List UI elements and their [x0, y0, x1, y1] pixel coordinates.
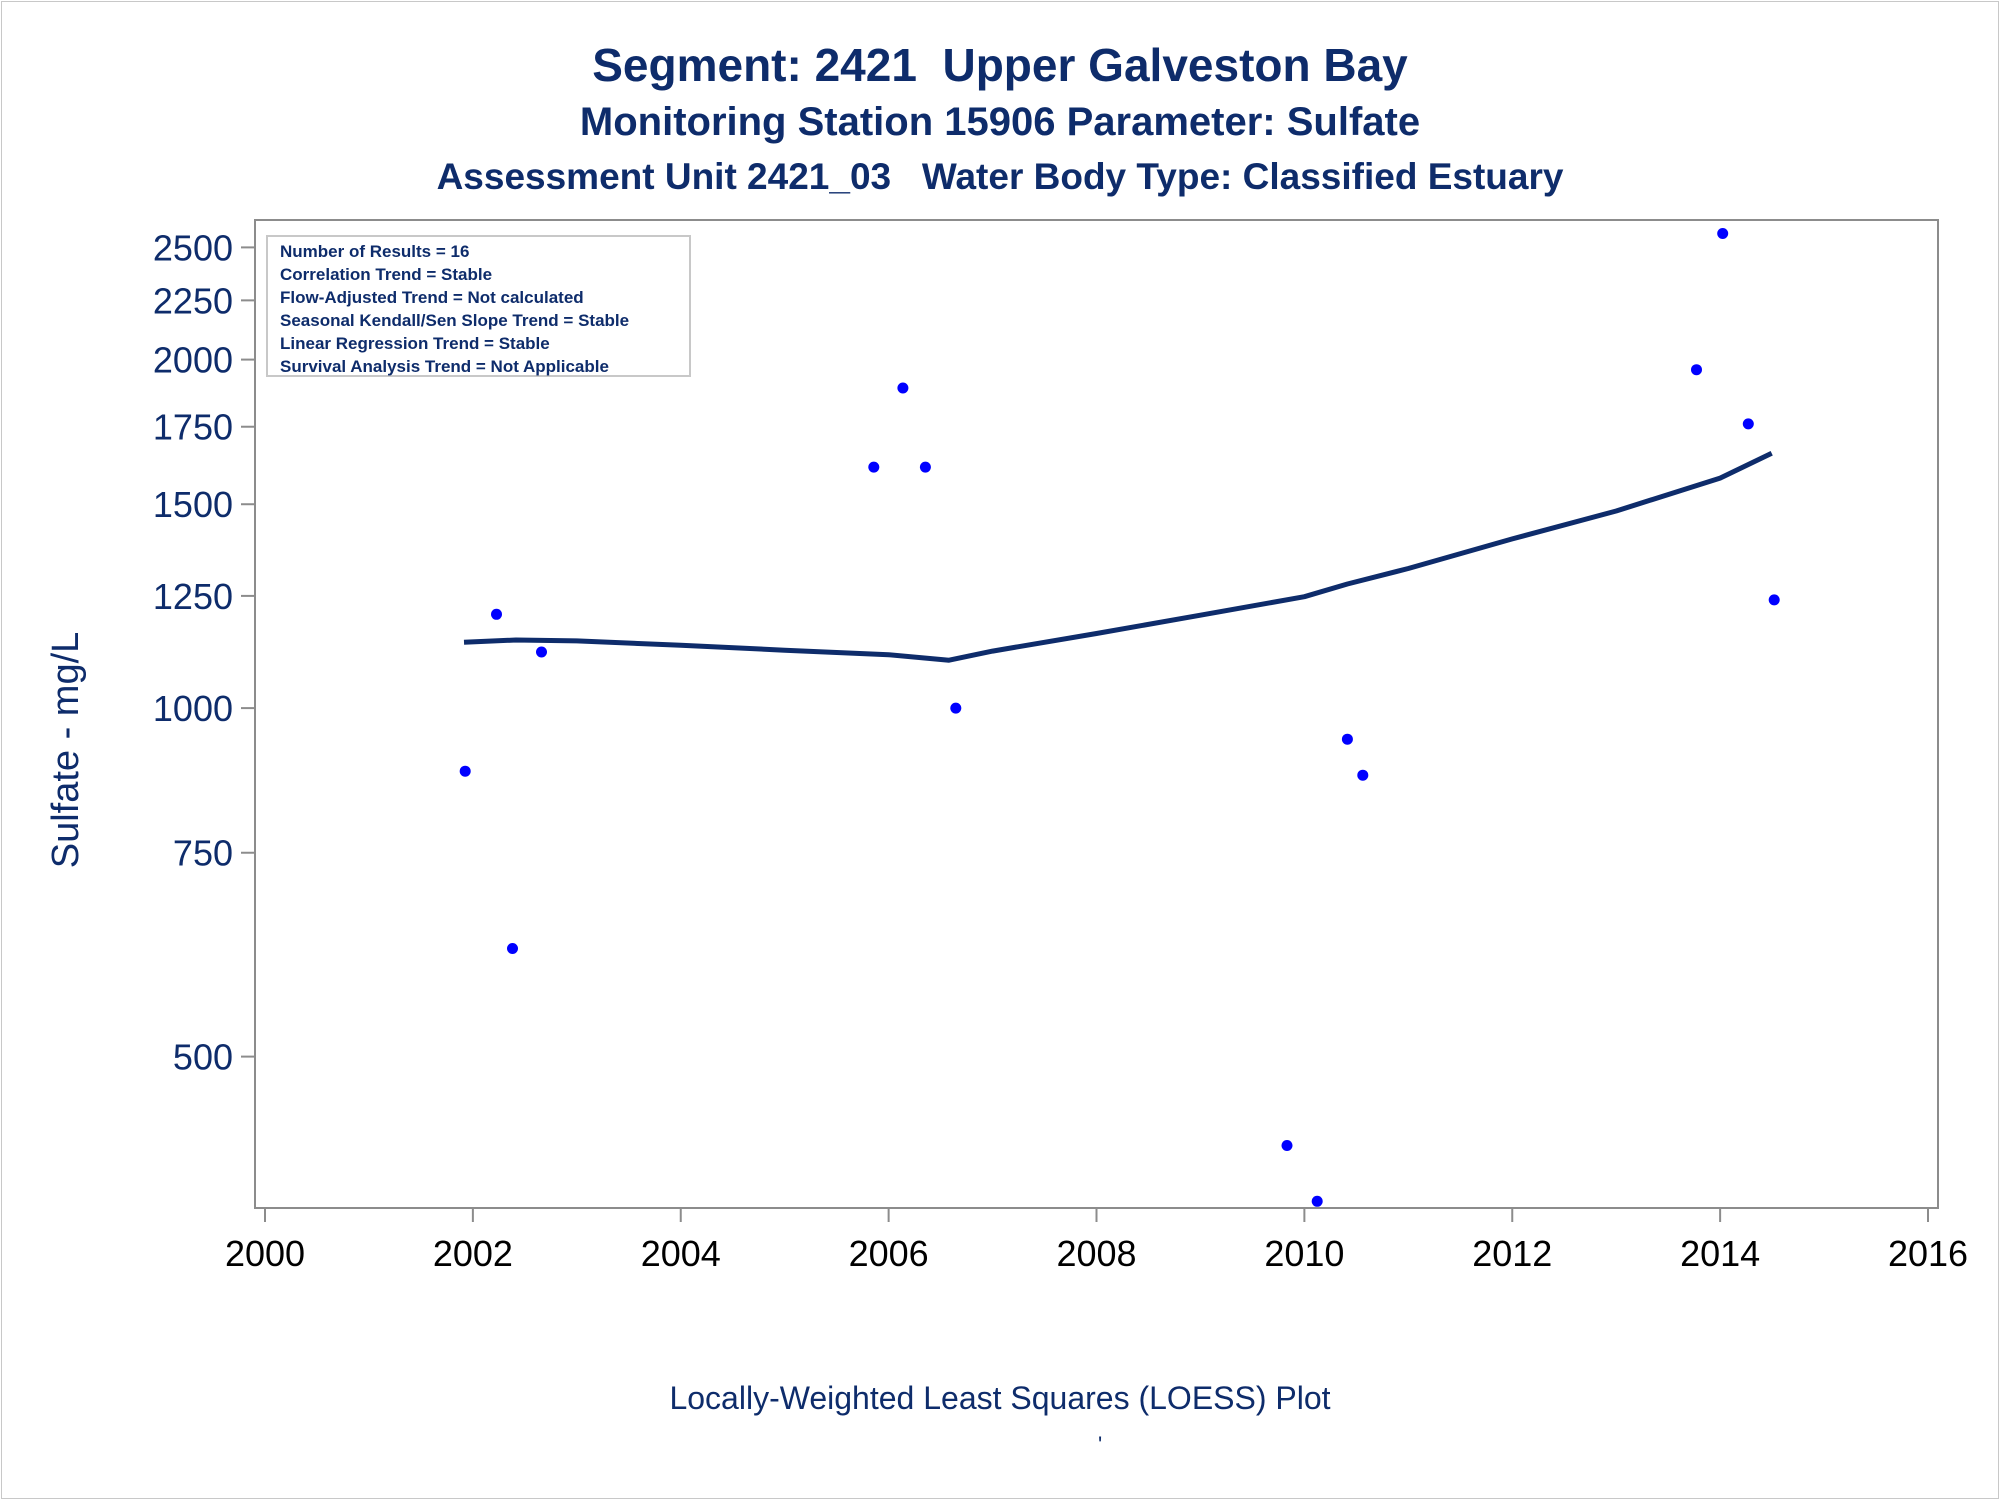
data-point	[1281, 1140, 1293, 1151]
footnote-mark: '	[1098, 1432, 1103, 1457]
chart-subtitle-2: Assessment Unit 2421_03 Water Body Type:…	[436, 156, 1564, 197]
y-axis-label: Sulfate - mg/L	[45, 632, 87, 869]
y-tick-label: 1000	[153, 688, 233, 729]
x-tick-label: 2006	[849, 1233, 929, 1274]
data-point	[1768, 594, 1780, 606]
trend-summary-line: Survival Analysis Trend = Not Applicable	[280, 357, 609, 376]
data-point	[897, 382, 909, 394]
data-point	[1357, 769, 1369, 781]
data-point	[1311, 1195, 1323, 1207]
data-points	[459, 228, 1780, 1207]
x-tick-label: 2010	[1264, 1233, 1344, 1274]
y-tick-label: 2500	[153, 227, 233, 268]
y-tick-label: 1750	[153, 407, 233, 448]
trend-summary-line: Linear Regression Trend = Stable	[280, 334, 550, 353]
trend-summary-line: Seasonal Kendall/Sen Slope Trend = Stabl…	[280, 311, 629, 330]
x-tick-label: 2004	[641, 1233, 721, 1274]
y-tick-label: 750	[173, 833, 233, 874]
loess-curve	[463, 451, 1773, 663]
data-point	[950, 702, 962, 714]
data-point	[491, 608, 502, 620]
trend-summary-line: Number of Results = 16	[280, 242, 469, 261]
data-point	[536, 646, 547, 658]
x-tick-label: 2016	[1888, 1233, 1968, 1274]
chart-subtitle: Monitoring Station 15906 Parameter: Sulf…	[579, 100, 1421, 144]
x-tick-label: 2002	[433, 1233, 513, 1274]
trend-summary-box: Number of Results = 16 Correlation Trend …	[266, 235, 691, 377]
chart-footnote: Locally-Weighted Least Squares (LOESS) P…	[669, 1380, 1331, 1416]
data-point	[1742, 418, 1754, 430]
x-tick-label: 2012	[1472, 1233, 1552, 1274]
y-tick-label: 2250	[153, 280, 233, 321]
data-point	[1691, 364, 1702, 376]
x-tick-label: 2008	[1056, 1233, 1136, 1274]
data-point	[459, 765, 471, 777]
y-tick-label: 500	[173, 1037, 233, 1078]
trend-summary-frame	[266, 235, 691, 377]
trend-summary-line: Flow-Adjusted Trend = Not calculated	[280, 288, 584, 307]
x-axis: 2000 2002 2004 2006 2008 2010 2012 2014 2016	[225, 1208, 1968, 1274]
y-tick-label: 1500	[153, 484, 233, 525]
data-point	[1717, 228, 1729, 239]
y-tick-label: 2000	[153, 340, 233, 381]
data-point	[507, 943, 518, 954]
y-tick-label: 1250	[153, 576, 233, 617]
trend-summary-line: Correlation Trend = Stable	[280, 265, 492, 284]
y-axis: 500 750 1000 1250 1500 1750 2000 2250 2500	[153, 227, 255, 1078]
data-point	[919, 461, 931, 473]
x-tick-label: 2014	[1680, 1233, 1760, 1274]
data-point	[868, 461, 880, 473]
data-point	[1341, 733, 1353, 745]
chart-title: Segment: 2421 Upper Galveston Bay	[592, 39, 1408, 91]
x-tick-label: 2000	[225, 1233, 305, 1274]
